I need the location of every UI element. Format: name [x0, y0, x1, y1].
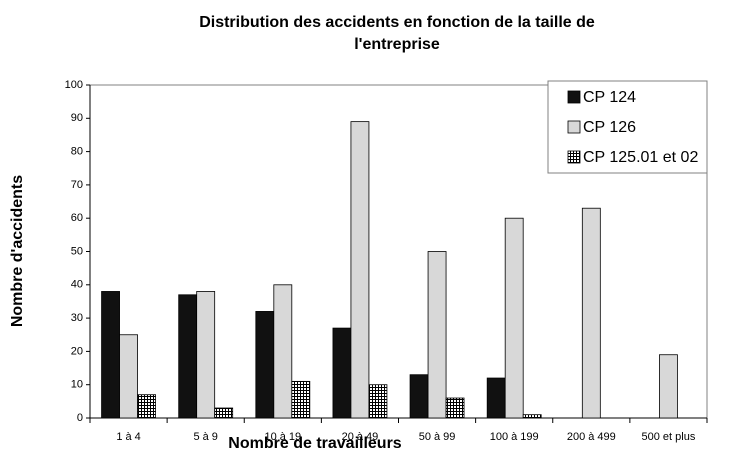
bar	[119, 334, 138, 419]
legend-label: CP 125.01 et 02	[583, 149, 698, 166]
y-tick-label: 10	[71, 379, 83, 391]
bar	[581, 207, 601, 419]
y-tick-label: 20	[71, 345, 83, 357]
x-tick-label: 20 à 49	[342, 431, 379, 443]
legend-label: CP 126	[583, 119, 636, 136]
y-tick-label: 100	[65, 79, 83, 91]
bar	[427, 251, 447, 419]
y-tick-label: 30	[71, 312, 83, 324]
y-tick-label: 80	[71, 146, 83, 158]
bar	[137, 394, 156, 419]
x-axis-label: Nombre de travailleurs	[228, 435, 402, 452]
y-tick-label: 60	[71, 212, 83, 224]
bar	[291, 380, 311, 419]
bar	[409, 374, 429, 419]
bar	[350, 121, 370, 419]
bar	[445, 397, 465, 419]
y-tick-label: 50	[71, 245, 83, 257]
legend-swatch	[567, 120, 581, 134]
y-axis-label: Nombre d'accidents	[9, 175, 26, 327]
y-tick-label: 40	[71, 279, 83, 291]
chart-title: Distribution des accidents en fonction d…	[199, 14, 595, 53]
bar	[178, 294, 198, 419]
bar	[504, 217, 524, 419]
bar	[255, 311, 275, 419]
bar	[214, 407, 234, 419]
bar	[486, 377, 506, 419]
legend-swatch	[567, 90, 581, 104]
bar	[196, 291, 216, 419]
x-tick-label: 50 à 99	[419, 431, 456, 443]
x-tick-label: 200 à 499	[567, 431, 616, 443]
bar	[368, 384, 388, 419]
x-tick-label: 5 à 9	[193, 431, 217, 443]
x-tick-label: 1 à 4	[116, 431, 140, 443]
legend-label: CP 124	[583, 89, 636, 106]
x-tick-label: 500 et plus	[642, 431, 696, 443]
y-tick-label: 0	[77, 412, 83, 424]
x-tick-label: 10 à 19	[264, 431, 301, 443]
bar	[522, 414, 542, 419]
bar	[332, 327, 352, 419]
legend-swatch	[567, 150, 581, 164]
y-tick-label: 70	[71, 179, 83, 191]
y-tick-label: 90	[71, 112, 83, 124]
bar	[659, 354, 678, 419]
bar	[101, 291, 120, 419]
bar	[273, 284, 293, 419]
x-tick-label: 100 à 199	[490, 431, 539, 443]
